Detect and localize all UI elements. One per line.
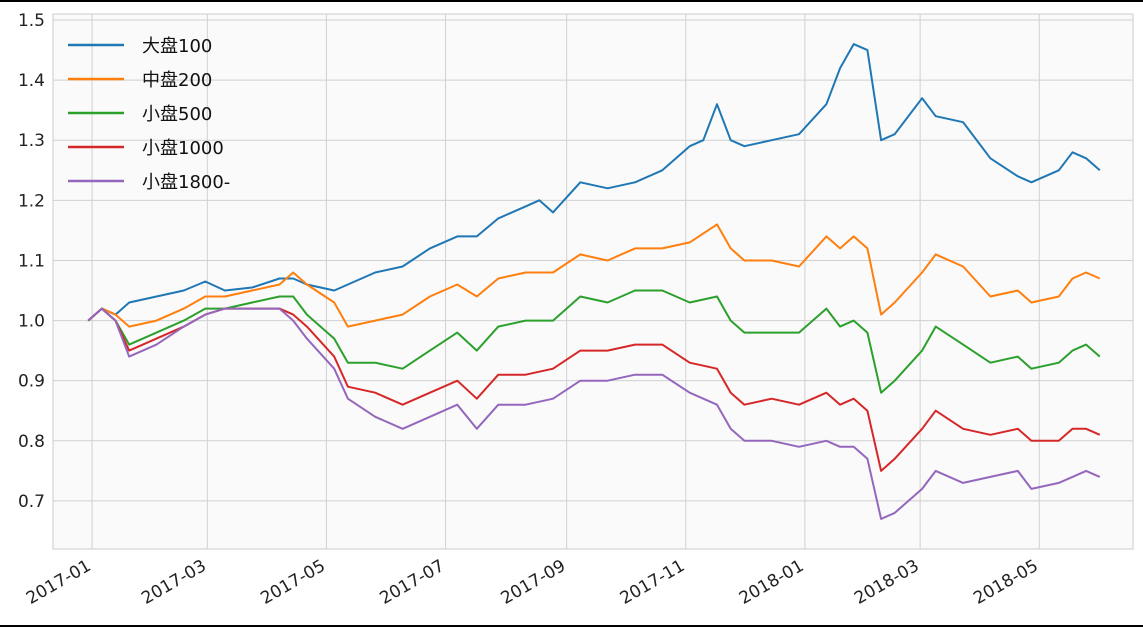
legend-label: 中盘200 (142, 70, 212, 91)
y-tick-label: 1.3 (18, 131, 45, 151)
plot-area (52, 13, 1134, 550)
legend-label: 小盘500 (142, 104, 212, 125)
legend-label: 小盘1000 (142, 138, 224, 159)
legend-label: 小盘1800- (142, 172, 230, 193)
y-tick-label: 1.1 (18, 251, 45, 271)
y-axis-ticks: 0.7 0.8 0.9 1.0 1.1 1.2 1.3 1.4 1.5 (18, 11, 45, 512)
series-line-1 (87, 43, 1101, 322)
x-tick-label: 2017-09 (498, 556, 570, 609)
series-line-3 (87, 289, 1101, 394)
x-tick-label: 2017-01 (23, 556, 95, 609)
x-tick-label: 2017-07 (377, 556, 449, 609)
y-tick-label: 0.8 (18, 432, 45, 452)
series-line-5 (87, 307, 1101, 520)
y-tick-label: 0.7 (18, 492, 45, 512)
x-tick-label: 2017-11 (617, 556, 689, 609)
legend: 大盘100 中盘200 小盘500 小盘1000 小盘1800- (68, 36, 230, 193)
y-tick-label: 1.5 (18, 11, 45, 31)
x-tick-label: 2018-01 (736, 556, 808, 609)
x-tick-label: 2018-03 (851, 556, 923, 609)
x-tick-label: 2017-03 (138, 556, 210, 609)
series-line-2 (87, 223, 1101, 328)
y-tick-label: 0.9 (18, 372, 45, 392)
legend-label: 大盘100 (142, 36, 212, 57)
y-tick-label: 1.2 (18, 191, 45, 211)
y-tick-label: 1.0 (18, 312, 45, 332)
x-axis-ticks: 2017-01 2017-03 2017-05 2017-07 2017-09 2017-… (23, 556, 1042, 609)
series-lines (87, 43, 1101, 520)
x-tick-label: 2017-05 (257, 556, 329, 609)
y-tick-label: 1.4 (18, 71, 45, 91)
x-tick-label: 2018-05 (970, 556, 1042, 609)
